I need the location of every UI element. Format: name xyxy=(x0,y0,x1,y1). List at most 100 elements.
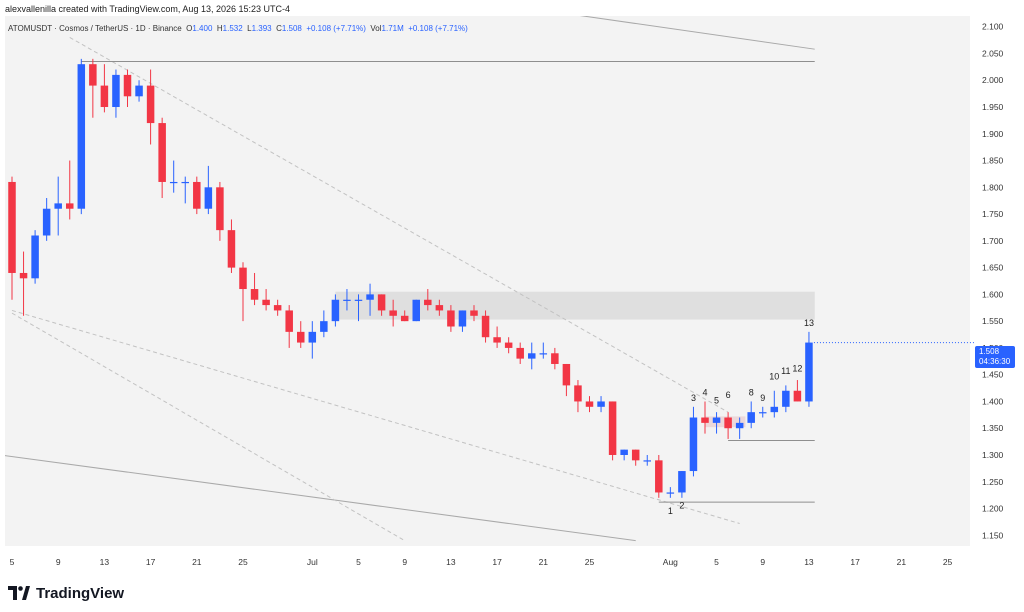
candle-body xyxy=(366,294,374,300)
candle-body xyxy=(759,412,767,414)
wave-count-label: 5 xyxy=(714,395,719,405)
candle-body xyxy=(793,390,802,402)
chart-attribution: alexvallenilla created with TradingView.… xyxy=(5,4,290,14)
volume-value: 1.71M xyxy=(381,24,404,33)
candle-body xyxy=(308,331,317,343)
candle-body xyxy=(574,385,582,402)
wave-count-label: 12 xyxy=(792,363,802,373)
y-axis-tick-label: 2.000 xyxy=(982,75,1004,85)
candle-body xyxy=(539,353,548,355)
trendline-dashed xyxy=(11,312,405,542)
x-axis-tick-label: 21 xyxy=(897,557,907,567)
candle-body xyxy=(712,417,721,423)
candle-body xyxy=(158,123,166,182)
candle-body xyxy=(89,64,97,86)
candle-body xyxy=(331,299,340,322)
x-axis-tick-label: 25 xyxy=(238,557,248,567)
trendline-dashed xyxy=(69,36,729,413)
candle-body xyxy=(585,401,594,407)
candle-body xyxy=(424,299,432,306)
candle-body xyxy=(447,310,455,327)
chart-area[interactable]: 1 2 3 4 5 6 8 9 10 11 12 13 2.100 2.050 2.000 1.950 1.90… xyxy=(5,16,1019,572)
candle-body xyxy=(262,299,270,306)
candle-body xyxy=(724,417,732,429)
candle-body xyxy=(597,401,605,407)
y-axis-tick-label: 2.050 xyxy=(982,48,1004,58)
y-axis-tick-label: 1.300 xyxy=(982,450,1004,460)
candle-body xyxy=(112,74,120,108)
candle-body xyxy=(320,321,328,332)
candle-body xyxy=(146,85,155,124)
candle-body xyxy=(250,289,259,300)
candle-body xyxy=(516,347,524,359)
candle-body xyxy=(666,492,675,494)
candle-body xyxy=(805,342,813,402)
candle-body xyxy=(620,449,628,455)
y-axis-tick-label: 1.750 xyxy=(982,209,1004,219)
wave-count-label: 13 xyxy=(804,318,814,328)
candle-body xyxy=(504,342,513,348)
x-axis-tick-label: 13 xyxy=(804,557,814,567)
candle-body xyxy=(493,337,501,343)
candle-body xyxy=(19,272,28,279)
x-axis-tick-label: 17 xyxy=(850,557,860,567)
x-axis-tick-label: Aug xyxy=(663,557,678,567)
candle-body xyxy=(631,449,640,461)
candle-body xyxy=(377,294,386,311)
y-axis-tick-label: 1.250 xyxy=(982,477,1004,487)
candle-body xyxy=(481,315,490,338)
x-axis-tick-label: 21 xyxy=(539,557,549,567)
y-axis-tick-label: 1.400 xyxy=(982,396,1004,406)
x-axis-tick-label: 17 xyxy=(492,557,502,567)
candle-body xyxy=(193,181,201,209)
ohlc-low-label: L xyxy=(247,24,252,33)
candle-body xyxy=(551,353,559,364)
wave-count-label: 6 xyxy=(726,390,731,400)
candle-body xyxy=(297,331,305,343)
candle-body xyxy=(100,85,109,108)
candle-body xyxy=(66,203,74,209)
trendline-solid xyxy=(5,455,636,542)
tradingview-footer: TradingView xyxy=(8,582,124,604)
last-price-tag: 1.508 04:36:30 xyxy=(975,346,1015,368)
candle-body xyxy=(8,181,16,273)
candle-body xyxy=(528,353,536,359)
candle-body xyxy=(135,85,143,97)
y-axis-tick-label: 1.450 xyxy=(982,370,1004,380)
volume-label: Vol xyxy=(370,24,382,33)
symbol-info-bar: ATOMUSDT · Cosmos / TetherUS · 1D · Bina… xyxy=(8,24,468,33)
candle-body xyxy=(42,208,51,236)
trendline-solid xyxy=(579,16,815,50)
x-axis-tick-label: 21 xyxy=(192,557,202,567)
ohlc-open-label: O xyxy=(186,24,193,33)
candle-body xyxy=(643,460,651,462)
ohlc-close-label: C xyxy=(276,24,282,33)
candle-body xyxy=(782,390,790,407)
wave-count-label: 10 xyxy=(769,371,779,381)
trendline-dashed xyxy=(11,309,740,524)
y-axis-tick-label: 1.850 xyxy=(982,156,1004,166)
x-axis-tick-label: 5 xyxy=(356,557,361,567)
volume-change: +0.108 (+7.71%) xyxy=(408,24,468,33)
ohlc-open-value: 1.400 xyxy=(192,24,213,33)
y-axis-tick-label: 2.100 xyxy=(982,22,1004,32)
x-axis-tick-label: Jul xyxy=(307,557,318,567)
candle-body xyxy=(77,64,86,209)
candle-body xyxy=(343,299,351,301)
x-axis-tick-label: 9 xyxy=(402,557,407,567)
candle-body xyxy=(689,417,698,472)
candle-body xyxy=(227,230,236,268)
candle-body xyxy=(412,299,420,322)
wave-count-label: 8 xyxy=(749,387,754,397)
ohlc-high-label: H xyxy=(216,24,223,33)
symbol-pair: ATOMUSDT · Cosmos / TetherUS · 1D · Bina… xyxy=(8,24,182,33)
tradingview-brand: TradingView xyxy=(36,584,125,602)
x-axis-tick-label: 5 xyxy=(10,557,15,567)
candle-body xyxy=(285,310,293,332)
candle-body xyxy=(354,299,363,301)
candle-body xyxy=(123,74,132,97)
y-axis-tick-label: 1.950 xyxy=(982,102,1004,112)
ohlc-low-value: 1.393 xyxy=(251,24,272,33)
candle-body xyxy=(389,310,397,316)
